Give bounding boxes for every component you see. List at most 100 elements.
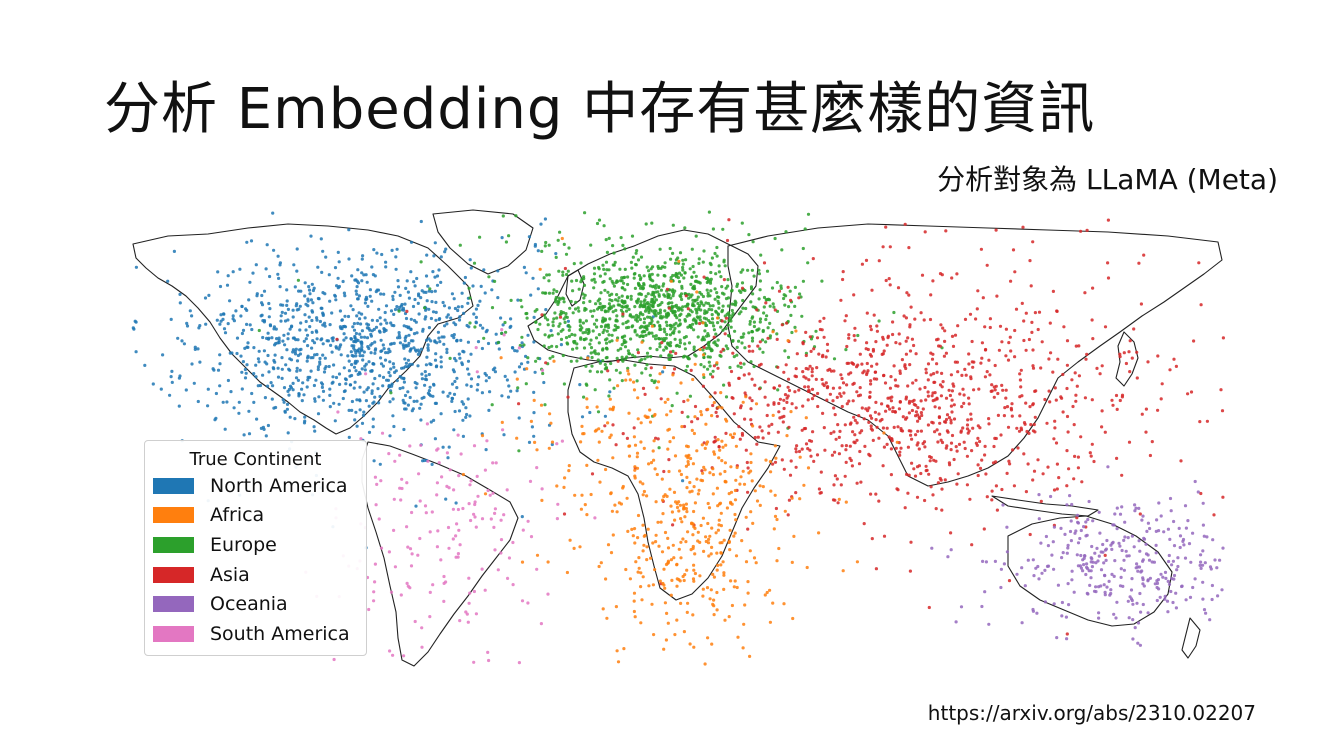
scatter-point bbox=[480, 391, 484, 395]
scatter-point bbox=[722, 278, 727, 282]
scatter-point bbox=[706, 501, 710, 506]
scatter-point bbox=[837, 452, 842, 456]
scatter-point bbox=[921, 407, 925, 411]
scatter-point bbox=[870, 364, 874, 368]
scatter-point bbox=[428, 530, 432, 534]
scatter-point bbox=[779, 286, 783, 290]
scatter-point bbox=[746, 490, 750, 494]
scatter-point bbox=[474, 612, 478, 616]
scatter-point bbox=[711, 473, 716, 477]
scatter-point bbox=[1137, 506, 1141, 510]
scatter-point bbox=[1100, 409, 1104, 413]
scatter-point bbox=[434, 310, 438, 314]
scatter-point bbox=[816, 391, 820, 396]
scatter-point bbox=[1175, 568, 1179, 572]
scatter-point bbox=[436, 330, 440, 334]
scatter-point bbox=[946, 555, 950, 559]
scatter-point bbox=[708, 534, 712, 538]
scatter-point bbox=[1070, 569, 1074, 573]
scatter-point bbox=[466, 340, 470, 344]
scatter-point bbox=[664, 345, 668, 349]
scatter-point bbox=[342, 332, 346, 336]
scatter-point bbox=[371, 273, 375, 277]
scatter-point bbox=[367, 607, 371, 612]
scatter-point bbox=[637, 283, 641, 287]
scatter-point bbox=[615, 356, 619, 360]
scatter-point bbox=[578, 318, 582, 322]
scatter-point bbox=[1146, 521, 1150, 525]
scatter-point bbox=[439, 280, 443, 284]
scatter-point bbox=[584, 319, 588, 323]
scatter-point bbox=[389, 321, 393, 325]
scatter-point bbox=[497, 347, 501, 351]
scatter-point bbox=[656, 320, 660, 324]
scatter-point bbox=[807, 378, 811, 382]
scatter-point bbox=[852, 415, 856, 419]
scatter-point bbox=[1054, 441, 1059, 445]
scatter-point bbox=[825, 398, 829, 402]
scatter-point bbox=[295, 366, 299, 370]
scatter-point bbox=[1099, 550, 1103, 554]
scatter-point bbox=[1168, 537, 1172, 541]
scatter-point bbox=[466, 620, 470, 624]
scatter-point bbox=[750, 330, 754, 334]
scatter-point bbox=[550, 440, 555, 444]
scatter-point bbox=[675, 584, 679, 588]
scatter-point bbox=[348, 374, 352, 378]
scatter-point bbox=[453, 409, 457, 414]
scatter-point bbox=[271, 384, 275, 388]
scatter-point bbox=[711, 227, 716, 231]
scatter-point bbox=[699, 478, 703, 482]
scatter-point bbox=[709, 263, 713, 267]
scatter-point bbox=[1076, 466, 1080, 470]
scatter-point bbox=[712, 401, 716, 405]
scatter-point bbox=[730, 289, 734, 293]
scatter-point bbox=[888, 245, 892, 249]
scatter-point bbox=[647, 308, 651, 313]
scatter-point bbox=[699, 308, 703, 312]
scatter-point bbox=[332, 401, 336, 405]
scatter-point bbox=[844, 348, 848, 352]
scatter-point bbox=[392, 341, 396, 345]
scatter-point bbox=[502, 513, 506, 517]
scatter-point bbox=[656, 264, 660, 269]
scatter-point bbox=[1186, 392, 1190, 396]
scatter-point bbox=[702, 375, 706, 379]
scatter-point bbox=[493, 279, 497, 283]
scatter-point bbox=[230, 351, 234, 355]
scatter-point bbox=[631, 534, 635, 538]
scatter-point bbox=[990, 383, 994, 387]
scatter-point bbox=[915, 443, 919, 447]
scatter-point bbox=[608, 340, 612, 344]
scatter-point bbox=[712, 364, 717, 368]
scatter-point bbox=[832, 430, 836, 434]
outline-australia bbox=[1007, 515, 1173, 627]
scatter-point bbox=[351, 325, 355, 329]
scatter-point bbox=[263, 396, 267, 400]
scatter-point bbox=[414, 504, 418, 508]
source-link[interactable]: https://arxiv.org/abs/2310.02207 bbox=[927, 701, 1256, 725]
scatter-point bbox=[588, 410, 592, 415]
scatter-point bbox=[659, 314, 663, 318]
scatter-point bbox=[917, 415, 921, 419]
scatter-point bbox=[641, 482, 645, 486]
scatter-point bbox=[327, 273, 331, 277]
scatter-point bbox=[1075, 513, 1080, 517]
scatter-point bbox=[667, 469, 671, 474]
scatter-point bbox=[476, 383, 480, 387]
scatter-point bbox=[1068, 494, 1072, 498]
scatter-point bbox=[898, 450, 902, 454]
scatter-point bbox=[868, 395, 872, 399]
scatter-point bbox=[455, 339, 459, 343]
scatter-point bbox=[616, 660, 621, 664]
scatter-point bbox=[483, 588, 487, 592]
scatter-point bbox=[690, 310, 694, 314]
scatter-point bbox=[460, 400, 464, 404]
scatter-point bbox=[621, 432, 625, 436]
scatter-point bbox=[272, 248, 276, 252]
scatter-point bbox=[1120, 393, 1125, 397]
scatter-point bbox=[240, 370, 244, 374]
scatter-point bbox=[733, 488, 738, 493]
scatter-point bbox=[321, 389, 326, 393]
scatter-point bbox=[406, 545, 410, 549]
